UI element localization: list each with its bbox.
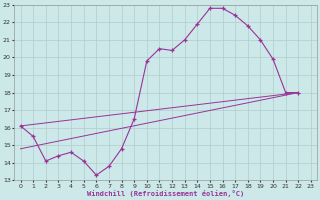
X-axis label: Windchill (Refroidissement éolien,°C): Windchill (Refroidissement éolien,°C) <box>87 190 244 197</box>
